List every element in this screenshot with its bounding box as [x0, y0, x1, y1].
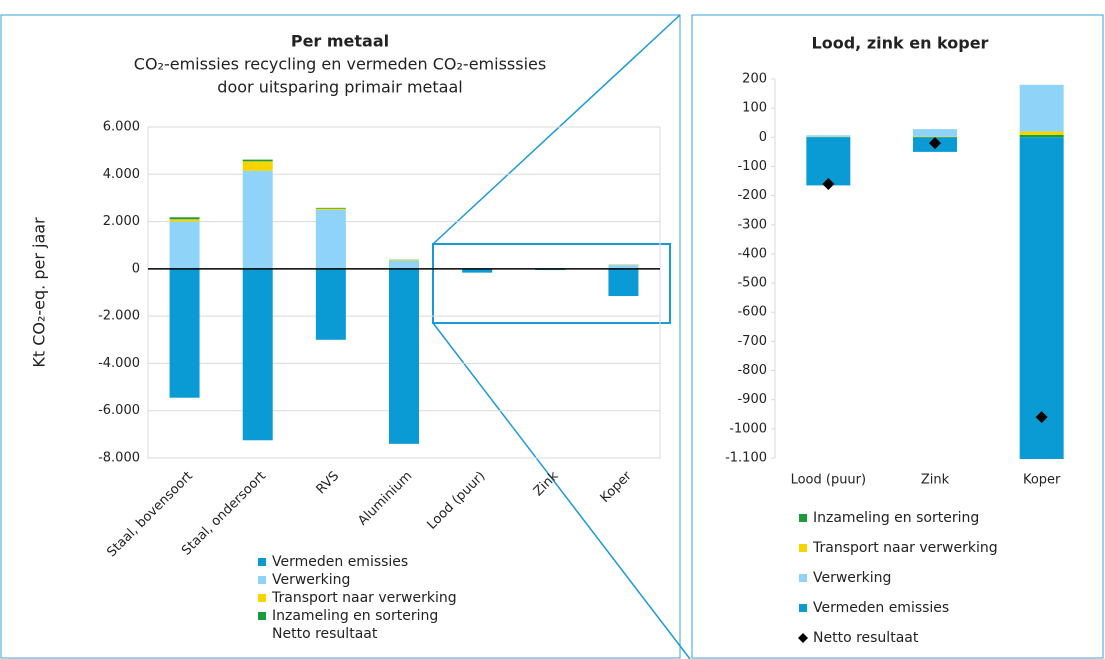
legend-label: Vermeden emissies — [813, 600, 949, 616]
y-tick-label: -2.000 — [98, 309, 140, 324]
bars — [806, 84, 1064, 459]
y-tick-label: -4.000 — [98, 356, 140, 371]
bar-segment — [389, 268, 419, 444]
zoom-line — [432, 322, 691, 659]
bar-segment — [389, 259, 419, 261]
x-tick-label: RVS — [314, 469, 343, 498]
bar-segment — [913, 136, 957, 138]
bar-segment — [169, 219, 200, 222]
y-tick-label: 4.000 — [103, 167, 140, 182]
bar-segment — [1019, 137, 1064, 459]
netto-marker — [1035, 411, 1048, 424]
chart-title: Per metaal — [291, 32, 389, 51]
bar-segment — [1019, 131, 1064, 135]
x-tick-label: Zink — [531, 468, 562, 499]
zoom-box — [432, 243, 671, 324]
y-tick-label: 6.000 — [103, 120, 140, 135]
x-tick-label: Koper — [598, 468, 636, 506]
y-tick-label: -300 — [737, 217, 767, 232]
bar-segment — [169, 217, 200, 220]
legend-swatch — [258, 612, 266, 620]
x-tick-label: Aluminium — [355, 469, 415, 529]
bar-segment — [806, 135, 851, 137]
bar-segment — [169, 268, 200, 398]
y-tick-label: -1.100 — [725, 451, 767, 466]
bar-segment — [389, 260, 419, 269]
x-tick-label: Lood (puur) — [424, 469, 488, 533]
y-tick-label: -600 — [737, 305, 767, 320]
zoom-line — [432, 14, 681, 245]
legend-swatch — [258, 558, 266, 566]
bar-segment — [242, 161, 273, 171]
y-tick-label: 2.000 — [103, 214, 140, 229]
legend-label: Netto resultaat — [813, 630, 919, 646]
y-tick-label: -200 — [737, 188, 767, 203]
y-tick-label: 0 — [132, 261, 140, 276]
y-axis-label: Kt CO₂-eq. per jaar — [30, 217, 49, 368]
legend-label: Inzameling en sortering — [272, 608, 438, 624]
legend-marker — [798, 633, 808, 643]
bar-segment — [806, 137, 851, 186]
legend-label: Vermeden emissies — [272, 554, 408, 570]
bar-segment — [315, 208, 346, 210]
legend-label: Verwerking — [813, 570, 891, 586]
bar-segment — [1019, 134, 1064, 138]
legend-label: Transport naar verwerking — [271, 590, 457, 606]
y-tick-label: 200 — [742, 72, 767, 87]
bar-segment — [608, 268, 639, 297]
y-tick-label: -700 — [737, 334, 767, 349]
bar-segment — [242, 268, 273, 441]
y-tick-label: -1000 — [729, 421, 767, 436]
right-panel — [691, 14, 1104, 659]
y-tick-label: -400 — [737, 246, 767, 261]
chart-subtitle: CO₂-emissies recycling en vermeden CO₂-e… — [134, 55, 546, 74]
x-tick-label: Lood (puur) — [791, 473, 867, 488]
chart-subtitle: door uitsparing primair metaal — [217, 78, 462, 97]
y-tick-label: -100 — [737, 159, 767, 174]
bar-segment — [608, 265, 639, 269]
y-tick-label: -500 — [737, 276, 767, 291]
x-tick-label: Koper — [1023, 473, 1061, 488]
legend-swatch — [258, 594, 266, 602]
legend-swatch — [258, 576, 266, 584]
x-tick-label: Zink — [921, 473, 950, 488]
bar-segment — [242, 170, 273, 269]
legend-swatch — [799, 514, 807, 522]
legend-swatch — [799, 544, 807, 552]
left-panel — [0, 14, 681, 659]
y-tick-label: -900 — [737, 392, 767, 407]
legend-label: Netto resultaat — [272, 626, 378, 642]
y-tick-label: -800 — [737, 363, 767, 378]
chart-layer: Per metaal CO₂-emissies recycling en verm… — [30, 32, 1064, 646]
legend-swatch — [799, 574, 807, 582]
netto-marker — [929, 137, 941, 150]
bar-segment — [315, 209, 346, 269]
chart-title: Lood, zink en koper — [812, 34, 989, 53]
bar-segment — [462, 268, 493, 273]
bar-segment — [913, 129, 957, 137]
legend-label: Verwerking — [272, 572, 350, 588]
legend-swatch — [799, 604, 807, 612]
y-tick-label: -6.000 — [98, 403, 140, 418]
plot-frame — [147, 126, 661, 459]
bar-segment — [315, 207, 346, 209]
bars — [169, 159, 639, 444]
bar-segment — [1019, 84, 1064, 132]
bar-segment — [315, 268, 346, 340]
legend-label: Transport naar verwerking — [812, 540, 998, 556]
legend-label: Inzameling en sortering — [813, 510, 979, 526]
bar-segment — [242, 159, 273, 162]
netto-marker — [822, 177, 835, 190]
y-tick-label: 0 — [759, 130, 767, 145]
y-tick-label: -8.000 — [98, 451, 140, 466]
y-tick-label: 100 — [742, 101, 767, 116]
bar-segment — [169, 221, 200, 269]
